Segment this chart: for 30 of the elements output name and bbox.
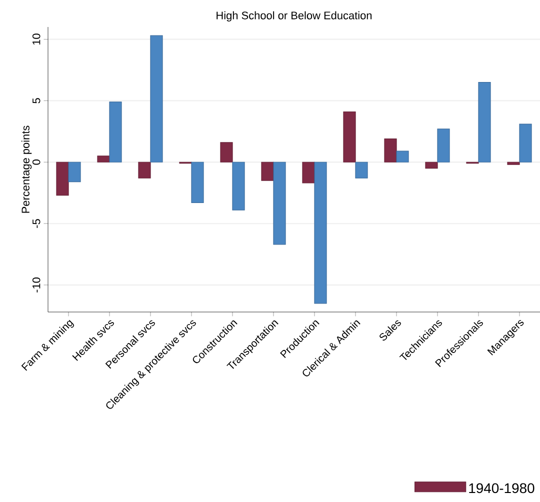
y-tick-label: -10 xyxy=(32,277,40,292)
y-tick-label: -5 xyxy=(32,219,40,228)
bar xyxy=(97,156,110,162)
bar xyxy=(109,102,122,162)
bar xyxy=(138,162,151,178)
y-tick-label: 0 xyxy=(32,160,40,165)
bar xyxy=(191,162,204,203)
bar xyxy=(384,138,397,162)
bar xyxy=(150,35,163,162)
bar xyxy=(478,82,491,162)
bar xyxy=(302,162,315,184)
bar xyxy=(261,162,274,181)
bar xyxy=(56,162,69,196)
bar xyxy=(507,162,520,165)
y-axis-title: Percentage points xyxy=(21,126,32,213)
chart-title: High School or Below Education xyxy=(216,11,372,22)
y-tick-label: 5 xyxy=(32,98,40,104)
bar xyxy=(343,111,356,162)
bar xyxy=(220,142,233,162)
bar xyxy=(396,150,409,162)
bar xyxy=(425,162,438,169)
bar xyxy=(519,124,532,162)
bar xyxy=(355,162,368,178)
bar xyxy=(437,128,450,162)
bar xyxy=(68,162,81,182)
bar xyxy=(273,162,286,245)
legend-label: 1940-1980 xyxy=(469,483,534,494)
bar xyxy=(314,162,327,304)
y-tick-label: 10 xyxy=(32,34,40,45)
bar xyxy=(232,162,245,210)
